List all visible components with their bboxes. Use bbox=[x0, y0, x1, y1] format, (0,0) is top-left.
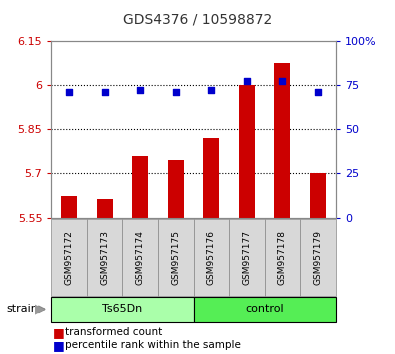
Text: strain: strain bbox=[6, 304, 38, 314]
Bar bbox=[203, 138, 219, 218]
Text: GSM957175: GSM957175 bbox=[171, 230, 180, 285]
Text: GSM957178: GSM957178 bbox=[278, 230, 287, 285]
Bar bbox=[97, 199, 113, 218]
Text: percentile rank within the sample: percentile rank within the sample bbox=[65, 340, 241, 350]
Text: GSM957179: GSM957179 bbox=[314, 230, 322, 285]
Text: ■: ■ bbox=[53, 339, 65, 352]
Bar bbox=[275, 63, 290, 218]
Bar bbox=[61, 195, 77, 218]
Text: ▶: ▶ bbox=[35, 303, 44, 316]
Bar bbox=[239, 85, 255, 218]
Text: ■: ■ bbox=[53, 326, 65, 338]
Text: transformed count: transformed count bbox=[65, 327, 162, 337]
Point bbox=[208, 87, 214, 93]
Point bbox=[66, 89, 72, 95]
Text: GSM957176: GSM957176 bbox=[207, 230, 216, 285]
Text: GSM957177: GSM957177 bbox=[243, 230, 251, 285]
Text: Ts65Dn: Ts65Dn bbox=[102, 304, 143, 314]
Point bbox=[315, 89, 321, 95]
Bar bbox=[132, 156, 148, 218]
Bar bbox=[168, 160, 184, 218]
Text: control: control bbox=[245, 304, 284, 314]
Text: GDS4376 / 10598872: GDS4376 / 10598872 bbox=[123, 12, 272, 27]
Text: GSM957173: GSM957173 bbox=[100, 230, 109, 285]
Point bbox=[102, 89, 108, 95]
Bar bbox=[310, 173, 326, 218]
Point bbox=[173, 89, 179, 95]
Point bbox=[244, 79, 250, 84]
Text: GSM957174: GSM957174 bbox=[136, 230, 145, 285]
Point bbox=[137, 87, 143, 93]
Text: GSM957172: GSM957172 bbox=[65, 230, 73, 285]
Point bbox=[279, 79, 286, 84]
